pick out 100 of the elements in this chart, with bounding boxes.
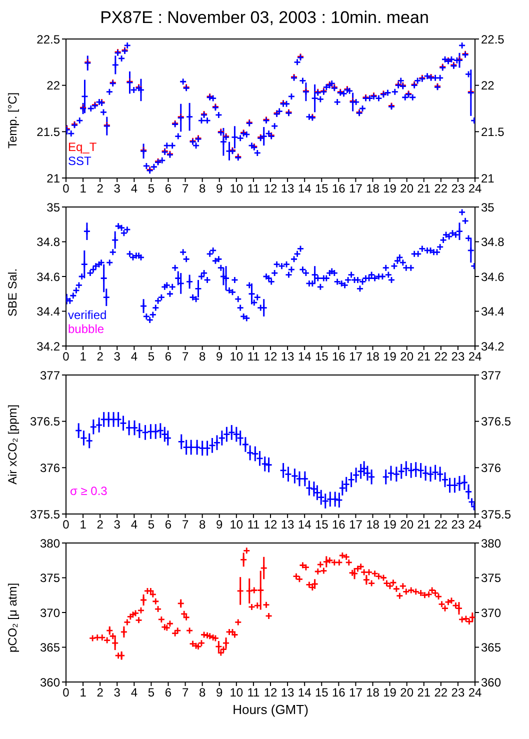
x-tick-label: 2 <box>96 350 104 364</box>
y2-tick-label: 365 <box>481 640 502 655</box>
x-tick-label: 17 <box>349 182 363 196</box>
x-tick-label: 20 <box>400 350 414 364</box>
series-label: verified <box>68 308 107 322</box>
x-tick-label: 12 <box>264 350 278 364</box>
x-tick-label: 21 <box>417 182 431 196</box>
x-tick-label: 14 <box>298 686 312 700</box>
x-tick-label: 1 <box>80 350 87 364</box>
x-tick-label: 18 <box>366 686 380 700</box>
x-tick-label: 20 <box>400 182 414 196</box>
x-tick-label: 16 <box>332 518 346 532</box>
x-tick-label: 4 <box>130 350 138 364</box>
x-tick-label: 8 <box>198 686 206 700</box>
x-tick-label: 17 <box>349 686 363 700</box>
x-tick-label: 3 <box>114 350 121 364</box>
y-axis-title: pCO₂ [μ atm] <box>5 582 20 652</box>
x-tick-label: 23 <box>451 686 465 700</box>
x-tick-label: 14 <box>298 518 312 532</box>
x-tick-label: 9 <box>216 686 224 700</box>
x-tick-label: 11 <box>247 518 260 532</box>
x-tick-label: 22 <box>434 182 448 196</box>
x-tick-label: 23 <box>451 518 465 532</box>
x-tick-label: 24 <box>468 182 482 196</box>
x-tick-label: 9 <box>216 350 224 364</box>
x-tick-label: 20 <box>400 518 414 532</box>
x-tick-label: 22 <box>434 350 448 364</box>
x-tick-label: 21 <box>417 518 431 532</box>
x-tick-label: 15 <box>314 182 329 196</box>
y-tick-label: 34.2 <box>36 339 60 354</box>
x-tick-label: 7 <box>182 518 189 532</box>
x-tick-label: 18 <box>366 182 380 196</box>
x-tick-label: 3 <box>114 182 121 196</box>
x-tick-label: 19 <box>383 350 397 364</box>
x-tick-label: 16 <box>332 182 346 196</box>
x-tick-label: 3 <box>114 686 121 700</box>
y2-tick-label: 376.5 <box>481 414 512 429</box>
x-tick-label: 22 <box>434 686 448 700</box>
x-tick-label: 15 <box>314 518 329 532</box>
x-tick-label: 0 <box>62 518 70 532</box>
x-tick-label: 9 <box>216 182 224 196</box>
series-label: SST <box>68 154 92 168</box>
x-tick-label: 12 <box>264 518 278 532</box>
y2-tick-label: 21.5 <box>481 124 505 139</box>
y-tick-label: 34.6 <box>36 270 60 284</box>
x-tick-label: 0 <box>62 182 70 196</box>
x-tick-label: 19 <box>383 182 397 196</box>
y2-tick-label: 34.2 <box>481 339 505 354</box>
y-tick-label: 370 <box>40 606 60 620</box>
x-tick-label: 9 <box>216 518 224 532</box>
x-tick-label: 6 <box>164 182 172 196</box>
x-tick-label: 13 <box>280 350 295 364</box>
x-tick-label: 8 <box>198 350 206 364</box>
y2-tick-label: 34.6 <box>481 270 505 284</box>
x-tick-label: 4 <box>130 686 138 700</box>
x-tick-label: 14 <box>298 350 312 364</box>
y-axis-title: Air xCO₂ [ppm] <box>5 404 20 484</box>
x-tick-label: 19 <box>383 686 397 700</box>
x-tick-label: 7 <box>182 686 189 700</box>
x-tick-label: 13 <box>280 686 295 700</box>
x-tick-label: 3 <box>114 518 121 532</box>
x-tick-label: 10 <box>230 686 244 700</box>
x-tick-label: 12 <box>264 686 278 700</box>
x-tick-label: 7 <box>182 182 189 196</box>
x-tick-label: 24 <box>468 518 482 532</box>
x-tick-label: 0 <box>62 686 70 700</box>
x-tick-label: 23 <box>451 350 465 364</box>
x-tick-label: 23 <box>451 182 465 196</box>
x-tick-label: 6 <box>164 518 172 532</box>
x-tick-label: 5 <box>148 686 155 700</box>
x-tick-label: 2 <box>96 686 104 700</box>
y2-tick-label: 35 <box>481 200 495 214</box>
x-axis-title: Hours (GMT) <box>232 702 310 717</box>
x-tick-label: 24 <box>468 350 482 364</box>
y2-tick-label: 21 <box>481 171 495 186</box>
x-tick-label: 18 <box>366 518 380 532</box>
x-tick-label: 1 <box>80 518 87 532</box>
x-tick-label: 2 <box>96 518 104 532</box>
x-tick-label: 4 <box>130 182 138 196</box>
y2-tick-label: 22 <box>481 78 495 93</box>
x-tick-label: 0 <box>62 350 70 364</box>
y2-tick-label: 360 <box>481 675 502 690</box>
y-tick-label: 22.5 <box>36 32 60 46</box>
y2-tick-label: 34.8 <box>481 235 505 250</box>
x-tick-label: 13 <box>280 518 295 532</box>
x-tick-label: 10 <box>230 350 244 364</box>
y-tick-label: 375.5 <box>30 507 60 522</box>
y2-tick-label: 370 <box>481 606 502 620</box>
x-tick-label: 5 <box>148 518 155 532</box>
y-tick-label: 376 <box>40 460 60 475</box>
y2-tick-label: 376 <box>481 460 502 475</box>
x-tick-label: 16 <box>332 350 346 364</box>
y-tick-label: 35 <box>46 200 60 214</box>
x-tick-label: 4 <box>130 518 138 532</box>
x-tick-label: 6 <box>164 686 172 700</box>
y-tick-label: 365 <box>40 640 60 655</box>
x-tick-label: 12 <box>264 182 278 196</box>
legend-label: bubble <box>68 322 106 336</box>
x-tick-label: 11 <box>247 350 260 364</box>
y-tick-label: 376.5 <box>30 414 60 429</box>
